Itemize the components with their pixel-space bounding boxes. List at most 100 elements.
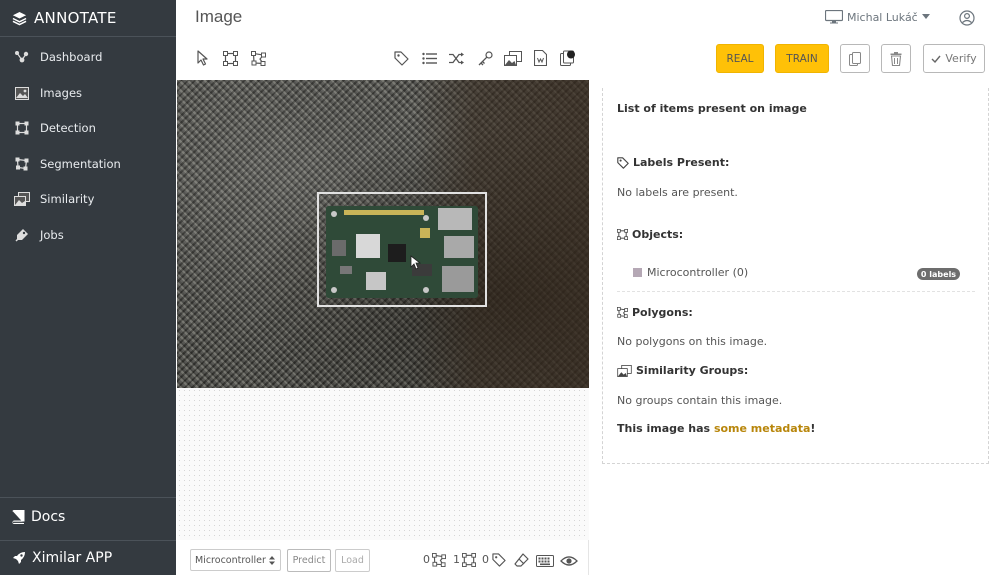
detection-icon: [14, 120, 30, 136]
delete-button[interactable]: [881, 44, 911, 73]
verify-button[interactable]: Verify: [923, 44, 985, 73]
brand-name: ANNOTATE: [34, 9, 117, 27]
polygon-tool-button[interactable]: [249, 49, 267, 67]
docs-link[interactable]: Docs: [12, 509, 65, 525]
sidebar-divider: [0, 36, 176, 37]
shuffle-icon: [449, 52, 464, 64]
user-name: Michal Lukáč: [847, 10, 918, 24]
labels-empty-text: No labels are present.: [617, 186, 738, 199]
canvas-toolbar: Microcontroller Predict Load 0 1 0: [177, 540, 589, 575]
load-button[interactable]: Load: [335, 549, 370, 572]
object-labels-badge[interactable]: 0 labels: [917, 268, 960, 280]
object-count: 1: [453, 553, 460, 566]
dashboard-icon: [14, 49, 30, 65]
book-icon: [12, 510, 25, 524]
gallery-button[interactable]: [504, 49, 522, 67]
eraser-icon[interactable]: [514, 552, 529, 571]
brand-logo[interactable]: ANNOTATE: [12, 8, 117, 28]
bounding-box-microcontroller[interactable]: [317, 192, 487, 307]
page-title: Image: [195, 7, 243, 26]
sidebar-item-detection[interactable]: Detection: [14, 119, 96, 137]
sidebar-item-label: Images: [40, 86, 83, 100]
predict-button[interactable]: Predict: [287, 549, 331, 572]
microcontroller-board: [326, 206, 478, 298]
mouse-cursor: [410, 255, 421, 270]
object-class-value: Microcontroller: [195, 554, 266, 566]
eye-icon[interactable]: [560, 552, 578, 571]
user-menu[interactable]: Michal Lukáč: [825, 10, 930, 24]
similarity-icon: [14, 191, 30, 207]
sidebar-item-label: Jobs: [40, 228, 64, 242]
file-code-icon: [533, 50, 547, 66]
check-icon: [931, 55, 941, 63]
select-arrows-icon: [268, 555, 275, 565]
key-icon: [478, 50, 493, 65]
images-icon: [14, 85, 30, 101]
train-button[interactable]: TRAIN: [775, 44, 829, 73]
trash-icon: [890, 51, 902, 66]
labels-heading: Labels Present:: [617, 156, 729, 169]
label-count-tag-icon[interactable]: [492, 552, 506, 571]
sidebar-item-jobs[interactable]: Jobs: [14, 226, 64, 244]
copy-button[interactable]: [840, 44, 870, 73]
rocket-icon: [13, 552, 25, 564]
objects-heading: Objects:: [617, 228, 683, 241]
canvas-empty-area[interactable]: [177, 388, 589, 540]
sidebar-divider: [0, 540, 176, 541]
polygons-empty-text: No polygons on this image.: [617, 335, 768, 348]
sidebar-item-label: Segmentation: [40, 157, 121, 171]
segmentation-icon: [14, 156, 30, 172]
layers-icon: [12, 11, 27, 25]
user-account-button[interactable]: [959, 10, 975, 30]
docs-label: Docs: [31, 509, 66, 525]
ximilar-app-link[interactable]: Ximilar APP: [12, 550, 112, 566]
labels-button[interactable]: [392, 49, 410, 67]
polygon-count-icon[interactable]: [432, 552, 446, 571]
object-list-divider: [617, 291, 975, 292]
similarity-empty-text: No groups contain this image.: [617, 394, 783, 407]
items-panel: [602, 88, 989, 464]
real-button[interactable]: REAL: [716, 44, 764, 73]
sidebar-item-label: Detection: [40, 121, 96, 135]
notifications-button[interactable]: [559, 49, 577, 67]
caret-down-icon: [921, 14, 930, 19]
verify-label: Verify: [945, 52, 977, 65]
bounding-box-icon: [617, 229, 628, 240]
gallery-icon: [617, 364, 632, 377]
select-tool-button[interactable]: [193, 49, 211, 67]
gallery-icon: [504, 50, 522, 66]
object-class-select[interactable]: Microcontroller: [190, 549, 281, 571]
sidebar-divider: [0, 497, 176, 498]
key-button[interactable]: [476, 49, 494, 67]
object-count-icon[interactable]: [462, 552, 476, 571]
document-button[interactable]: [531, 49, 549, 67]
annotated-image[interactable]: [177, 80, 589, 388]
metadata-notice: This image has some metadata!: [617, 422, 816, 435]
pointer-icon: [197, 50, 208, 66]
similarity-heading: Similarity Groups:: [617, 364, 748, 377]
monitor-icon: [825, 10, 843, 24]
tag-icon: [393, 50, 409, 66]
tag-icon: [617, 156, 629, 169]
sidebar-item-dashboard[interactable]: Dashboard: [14, 48, 102, 66]
list-button[interactable]: [420, 49, 438, 67]
keyboard-icon[interactable]: [536, 552, 554, 571]
panel-title: List of items present on image: [617, 102, 807, 115]
sidebar-item-segmentation[interactable]: Segmentation: [14, 155, 121, 173]
sidebar-item-images[interactable]: Images: [14, 84, 82, 102]
polygon-icon: [250, 50, 266, 66]
bounding-box-tool-button[interactable]: [221, 49, 239, 67]
list-icon: [421, 52, 437, 64]
object-list-item[interactable]: Microcontroller (0): [633, 266, 748, 279]
copy-icon: [849, 51, 861, 66]
metadata-link[interactable]: some metadata: [713, 422, 811, 435]
sidebar: ANNOTATE Dashboard Images Detection Segm…: [0, 0, 176, 575]
object-color-swatch: [633, 268, 642, 277]
object-name: Microcontroller (0): [647, 266, 749, 279]
sidebar-item-similarity[interactable]: Similarity: [14, 190, 94, 208]
jobs-icon: [14, 227, 30, 243]
polygons-heading: Polygons:: [617, 306, 693, 319]
polygon-icon: [617, 307, 628, 318]
annotation-canvas[interactable]: [177, 80, 589, 540]
shuffle-button[interactable]: [448, 49, 466, 67]
